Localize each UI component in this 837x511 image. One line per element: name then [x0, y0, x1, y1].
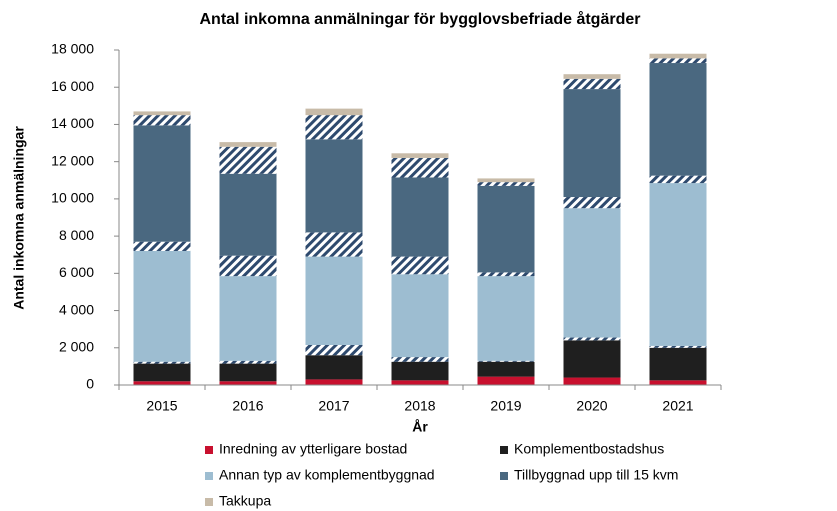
bar-segment: [563, 377, 621, 385]
y-tick-label: 6 000: [59, 264, 94, 280]
x-tick-label: 2016: [232, 398, 263, 414]
bar-segment: [477, 360, 535, 362]
bar-segment: [477, 276, 535, 361]
bar-segment: [133, 115, 191, 126]
bar-segment: [305, 344, 363, 356]
y-tick-label: 14 000: [51, 115, 94, 131]
y-tick-label: 16 000: [51, 78, 94, 94]
bar-segment: [563, 197, 621, 209]
bar-segment: [563, 340, 621, 378]
bar-segment: [219, 360, 277, 364]
bar-segment: [391, 157, 449, 178]
y-tick-label: 10 000: [51, 190, 94, 206]
bar-segment: [133, 125, 191, 242]
y-tick-label: 2 000: [59, 338, 94, 354]
y-tick-label: 4 000: [59, 301, 94, 317]
legend-label: Tillbyggnad upp till 15 kvm: [514, 467, 678, 483]
legend-swatch: [500, 472, 508, 480]
bar-segment: [219, 381, 277, 385]
chart-title: Antal inkomna anmälningar för bygglovsbe…: [200, 10, 641, 28]
bar-segment: [305, 256, 363, 345]
bar-segment: [305, 355, 363, 380]
bar-segment: [219, 255, 277, 277]
bar-segment: [219, 363, 277, 382]
x-tick-label: 2019: [490, 398, 521, 414]
bar-segment: [133, 241, 191, 251]
bar-segment: [219, 173, 277, 256]
x-tick-label: 2015: [146, 398, 177, 414]
bar-segment: [649, 175, 707, 184]
bar-segment: [563, 78, 621, 90]
bar-segment: [649, 345, 707, 348]
y-tick-label: 0: [86, 376, 94, 392]
x-tick-label: 2017: [318, 398, 349, 414]
bar-segment: [649, 63, 707, 176]
bar-segment: [133, 363, 191, 382]
bar-segment: [477, 182, 535, 186]
bar-segment: [563, 74, 621, 79]
legend-swatch: [205, 498, 213, 506]
bar-segment: [391, 380, 449, 385]
bar-segment: [477, 178, 535, 183]
bar-segment: [219, 146, 277, 174]
bar-segment: [305, 232, 363, 257]
x-axis-label: År: [412, 419, 428, 435]
legend-swatch: [500, 446, 508, 454]
x-tick-label: 2020: [576, 398, 607, 414]
bar-segment: [305, 379, 363, 385]
legend-label: Inredning av ytterligare bostad: [219, 441, 407, 457]
bar-segment: [391, 274, 449, 358]
bar-segment: [133, 381, 191, 385]
bar-segment: [563, 337, 621, 341]
y-tick-label: 18 000: [51, 41, 94, 57]
bar-segment: [649, 183, 707, 346]
bar-segment: [391, 361, 449, 381]
bar-segment: [133, 251, 191, 362]
bar-segment: [563, 89, 621, 198]
y-tick-label: 12 000: [51, 152, 94, 168]
legend-swatch: [205, 472, 213, 480]
bar-segment: [477, 361, 535, 377]
bar-segment: [477, 185, 535, 273]
bar-segment: [219, 276, 277, 361]
y-axis-label: Antal inkomna anmälningar: [11, 126, 27, 310]
bar-segment: [219, 142, 277, 147]
bar-segment: [649, 380, 707, 385]
legend-label: Annan typ av komplementbyggnad: [219, 467, 435, 483]
x-tick-label: 2018: [404, 398, 435, 414]
bar-segment: [649, 53, 707, 59]
y-tick-label: 8 000: [59, 227, 94, 243]
bar-segment: [391, 153, 449, 158]
bar-segment: [391, 177, 449, 257]
bar-segment: [133, 111, 191, 116]
bar-segment: [477, 376, 535, 385]
bar-segment: [305, 139, 363, 233]
bar-segment: [563, 208, 621, 338]
bar-segment: [477, 272, 535, 277]
bar-segment: [649, 347, 707, 381]
x-tick-label: 2021: [662, 398, 693, 414]
bar-segment: [305, 115, 363, 140]
bar-segment: [391, 256, 449, 275]
bar-segment: [133, 361, 191, 364]
bar-segment: [305, 108, 363, 116]
legend-label: Takkupa: [219, 493, 271, 509]
bar-segment: [649, 58, 707, 64]
bar-segment: [391, 357, 449, 362]
legend-label: Komplementbostadshus: [514, 441, 664, 457]
legend-swatch: [205, 446, 213, 454]
